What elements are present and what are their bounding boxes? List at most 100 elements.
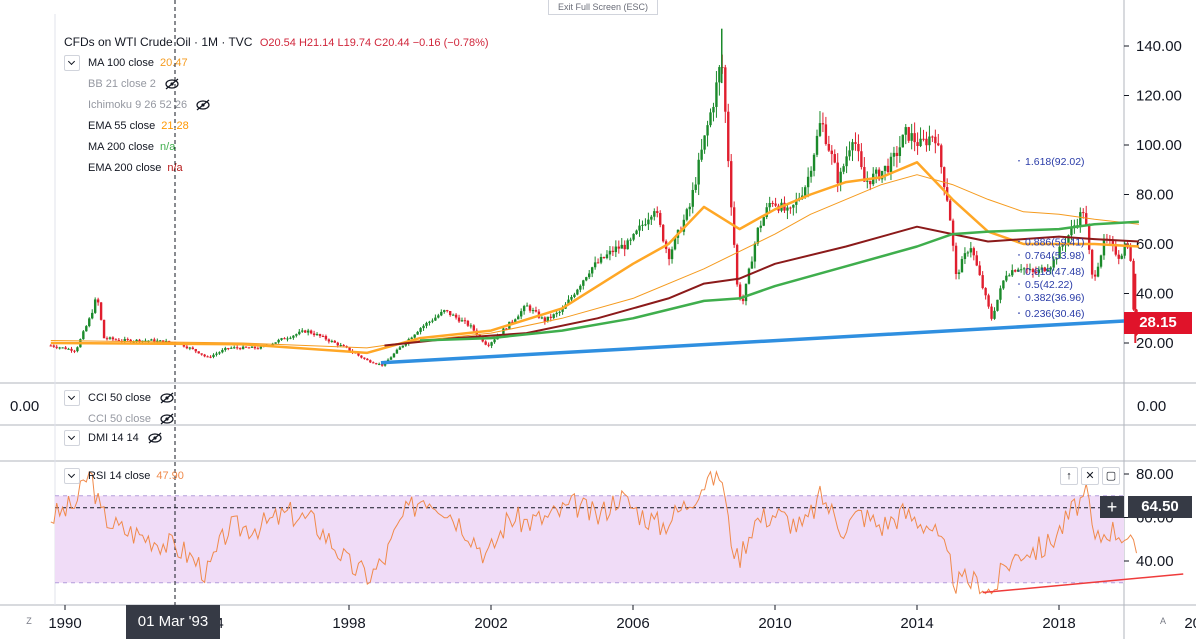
exit-fullscreen-button[interactable]: Exit Full Screen (ESC) (548, 0, 658, 15)
cci-legend-2[interactable]: CCI 50 close (64, 411, 175, 427)
candle-body (306, 330, 310, 333)
candle-body (203, 354, 206, 357)
candle-body (64, 347, 67, 350)
candle-body (357, 353, 360, 356)
candle-body (123, 339, 126, 342)
candle-body (795, 199, 798, 205)
chevron-down-icon[interactable] (64, 468, 80, 485)
eye-off-icon[interactable] (147, 432, 163, 444)
plus-icon[interactable]: + (1100, 496, 1124, 518)
candle-body (466, 320, 470, 326)
candle-body (191, 347, 194, 350)
time-tick-label: 1990 (48, 615, 81, 632)
candle-body (990, 306, 993, 319)
candle-body (774, 203, 777, 206)
candle-body (543, 317, 547, 322)
candle-body (730, 161, 733, 208)
eye-off-icon[interactable] (159, 392, 175, 404)
candle-body (150, 339, 153, 341)
candle-body (318, 334, 322, 337)
candle-body (528, 305, 532, 311)
candle-body (1014, 270, 1017, 272)
candle-body (188, 347, 192, 349)
dmi-legend[interactable]: DMI 14 14 (64, 430, 163, 447)
fib-marker (1018, 159, 1020, 162)
candle-body (1093, 274, 1097, 277)
candle-body (1025, 268, 1029, 270)
eye-off-icon[interactable] (159, 413, 175, 425)
candle-body (58, 347, 61, 349)
chevron-down-icon[interactable] (64, 430, 80, 447)
candle-body (304, 330, 307, 333)
timezone-corner[interactable]: Z (26, 616, 32, 626)
chevron-down-icon[interactable] (64, 390, 80, 407)
indicator-value: n/a (167, 162, 183, 174)
candle-body (659, 212, 662, 225)
candle-body (685, 209, 689, 220)
indicator-row[interactable]: MA 200 close n/a (64, 139, 175, 155)
candle-body (1031, 269, 1035, 273)
candle-body (1052, 259, 1055, 268)
candle-body (1085, 213, 1088, 226)
candle-body (369, 360, 372, 363)
candle-body (227, 348, 230, 350)
move-pane-up-icon[interactable]: ↑ (1060, 467, 1078, 485)
cci-legend-1[interactable]: CCI 50 close (64, 390, 175, 407)
candle-body (806, 176, 810, 188)
candle-body (771, 202, 774, 204)
candle-body (786, 207, 789, 211)
candle-body (244, 346, 248, 348)
candle-body (454, 314, 458, 318)
rsi-legend[interactable]: RSI 14 close 47.90 (64, 468, 184, 485)
candle-body (413, 334, 416, 338)
candle-body (750, 261, 754, 269)
indicator-row[interactable]: Ichimoku 9 26 52 26 (64, 97, 211, 113)
candle-body (928, 136, 931, 146)
indicator-row[interactable]: EMA 55 close 21.28 (64, 118, 189, 134)
candle-body (114, 339, 118, 341)
close-pane-icon[interactable]: ✕ (1081, 467, 1099, 485)
candle-body (1022, 268, 1026, 270)
candle-body (1114, 244, 1117, 255)
candle-body (744, 283, 748, 302)
candle-body (948, 200, 952, 221)
chevron-up-icon[interactable] (64, 55, 80, 72)
candle-body (522, 306, 526, 312)
candle-body (517, 316, 520, 320)
candle-body (434, 317, 437, 321)
candle-body (667, 249, 671, 260)
candle-body (61, 347, 64, 349)
candle-body (360, 355, 363, 358)
indicator-row[interactable]: BB 21 close 2 (64, 76, 180, 92)
candle-body (910, 133, 913, 141)
indicator-row[interactable]: MA 100 close 20.47 (64, 55, 188, 72)
candle-body (656, 211, 659, 213)
candle-body (221, 349, 224, 353)
candle-body (327, 339, 331, 342)
candle-body (857, 143, 860, 152)
crosshair-price-tag: 64.50 (1128, 496, 1192, 518)
price-tick-label: 140.00 (1136, 38, 1182, 55)
candle-body (309, 330, 313, 334)
candle-body (614, 246, 618, 253)
candle-body (108, 337, 112, 339)
eye-off-icon[interactable] (195, 99, 211, 111)
candle-body (756, 227, 760, 244)
candle-body (1067, 235, 1070, 243)
candle-body (1049, 267, 1052, 270)
candle-body (333, 340, 336, 343)
candle-body (644, 224, 647, 226)
candle-body (206, 356, 209, 358)
candle-body (1070, 227, 1073, 236)
eye-off-icon[interactable] (164, 78, 180, 90)
auto-scale-corner[interactable]: A (1159, 616, 1166, 626)
maximize-pane-icon[interactable]: ▢ (1102, 467, 1120, 485)
candle-body (410, 337, 413, 340)
fib-level-label: 1.618(92.02) (1025, 156, 1085, 168)
time-tick-label: 1998 (332, 615, 365, 632)
indicator-row[interactable]: EMA 200 close n/a (64, 160, 183, 176)
candle-body (446, 310, 449, 312)
candle-body (70, 348, 73, 351)
